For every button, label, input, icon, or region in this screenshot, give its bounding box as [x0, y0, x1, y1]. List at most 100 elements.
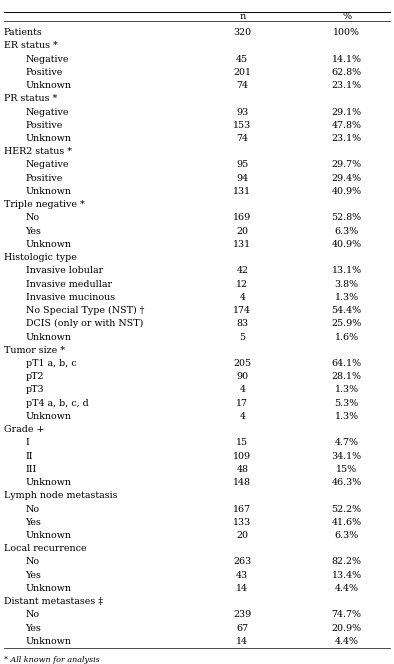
Text: 95: 95 [236, 161, 249, 169]
Text: 133: 133 [233, 518, 251, 527]
Text: 62.8%: 62.8% [332, 68, 362, 77]
Text: 90: 90 [236, 373, 248, 381]
Text: 205: 205 [233, 359, 251, 368]
Text: PR status *: PR status * [4, 94, 57, 104]
Text: 239: 239 [233, 610, 251, 620]
Text: 14: 14 [236, 584, 248, 593]
Text: Yes: Yes [26, 226, 41, 236]
Text: I: I [26, 438, 30, 448]
Text: 83: 83 [236, 319, 248, 328]
Text: 320: 320 [233, 28, 251, 37]
Text: Negative: Negative [26, 54, 69, 64]
Text: No: No [26, 610, 40, 620]
Text: 14.1%: 14.1% [332, 54, 362, 64]
Text: pT4 a, b, c, d: pT4 a, b, c, d [26, 398, 88, 408]
Text: 5: 5 [239, 333, 245, 341]
Text: Lymph node metastasis: Lymph node metastasis [4, 491, 117, 500]
Text: 29.7%: 29.7% [332, 161, 362, 169]
Text: 23.1%: 23.1% [332, 81, 362, 90]
Text: Positive: Positive [26, 121, 63, 129]
Text: 167: 167 [233, 505, 251, 513]
Text: 169: 169 [233, 213, 251, 222]
Text: 201: 201 [233, 68, 251, 77]
Text: 14: 14 [236, 637, 248, 646]
Text: Unknown: Unknown [26, 412, 72, 421]
Text: Unknown: Unknown [26, 584, 72, 593]
Text: 34.1%: 34.1% [332, 452, 362, 461]
Text: Unknown: Unknown [26, 134, 72, 143]
Text: 4: 4 [239, 385, 245, 394]
Text: 12: 12 [236, 280, 248, 289]
Text: pT2: pT2 [26, 373, 44, 381]
Text: Invasive lobular: Invasive lobular [26, 266, 103, 276]
Text: 109: 109 [233, 452, 251, 461]
Text: 100%: 100% [333, 28, 360, 37]
Text: Negative: Negative [26, 161, 69, 169]
Text: 40.9%: 40.9% [332, 187, 362, 196]
Text: 1.3%: 1.3% [335, 385, 359, 394]
Text: 20.9%: 20.9% [332, 623, 362, 633]
Text: 74: 74 [236, 134, 248, 143]
Text: 94: 94 [236, 174, 248, 183]
Text: 28.1%: 28.1% [332, 373, 362, 381]
Text: 148: 148 [233, 478, 251, 487]
Text: 52.2%: 52.2% [332, 505, 362, 513]
Text: 48: 48 [236, 465, 248, 474]
Text: 4.4%: 4.4% [335, 637, 359, 646]
Text: 20: 20 [236, 531, 248, 540]
Text: Unknown: Unknown [26, 81, 72, 90]
Text: 42: 42 [236, 266, 248, 276]
Text: 25.9%: 25.9% [332, 319, 362, 328]
Text: Positive: Positive [26, 68, 63, 77]
Text: 13.1%: 13.1% [332, 266, 362, 276]
Text: Yes: Yes [26, 518, 41, 527]
Text: Unknown: Unknown [26, 531, 72, 540]
Text: 153: 153 [233, 121, 251, 129]
Text: Histologic type: Histologic type [4, 253, 77, 262]
Text: 23.1%: 23.1% [332, 134, 362, 143]
Text: 1.6%: 1.6% [335, 333, 359, 341]
Text: 41.6%: 41.6% [332, 518, 362, 527]
Text: II: II [26, 452, 33, 461]
Text: Positive: Positive [26, 174, 63, 183]
Text: 263: 263 [233, 558, 251, 566]
Text: Negative: Negative [26, 108, 69, 116]
Text: Tumor size *: Tumor size * [4, 346, 65, 355]
Text: 17: 17 [236, 398, 248, 408]
Text: 131: 131 [233, 240, 251, 249]
Text: 174: 174 [233, 306, 251, 315]
Text: Invasive medullar: Invasive medullar [26, 280, 112, 289]
Text: Local recurrence: Local recurrence [4, 544, 87, 553]
Text: 5.3%: 5.3% [335, 398, 359, 408]
Text: Unknown: Unknown [26, 333, 72, 341]
Text: 43: 43 [236, 571, 248, 580]
Text: Unknown: Unknown [26, 478, 72, 487]
Text: 4: 4 [239, 412, 245, 421]
Text: 6.3%: 6.3% [335, 226, 359, 236]
Text: Unknown: Unknown [26, 637, 72, 646]
Text: 82.2%: 82.2% [332, 558, 362, 566]
Text: n: n [239, 12, 245, 21]
Text: No: No [26, 558, 40, 566]
Text: Grade +: Grade + [4, 425, 45, 434]
Text: 67: 67 [236, 623, 248, 633]
Text: Unknown: Unknown [26, 240, 72, 249]
Text: No: No [26, 505, 40, 513]
Text: 29.1%: 29.1% [332, 108, 362, 116]
Text: III: III [26, 465, 37, 474]
Text: 131: 131 [233, 187, 251, 196]
Text: 1.3%: 1.3% [335, 293, 359, 302]
Text: 4.4%: 4.4% [335, 584, 359, 593]
Text: 74.7%: 74.7% [332, 610, 362, 620]
Text: Yes: Yes [26, 571, 41, 580]
Text: ER status *: ER status * [4, 41, 58, 50]
Text: 52.8%: 52.8% [332, 213, 362, 222]
Text: 40.9%: 40.9% [332, 240, 362, 249]
Text: Unknown: Unknown [26, 187, 72, 196]
Text: Patients: Patients [4, 28, 43, 37]
Text: 6.3%: 6.3% [335, 531, 359, 540]
Text: 20: 20 [236, 226, 248, 236]
Text: pT3: pT3 [26, 385, 44, 394]
Text: Invasive mucinous: Invasive mucinous [26, 293, 115, 302]
Text: 45: 45 [236, 54, 248, 64]
